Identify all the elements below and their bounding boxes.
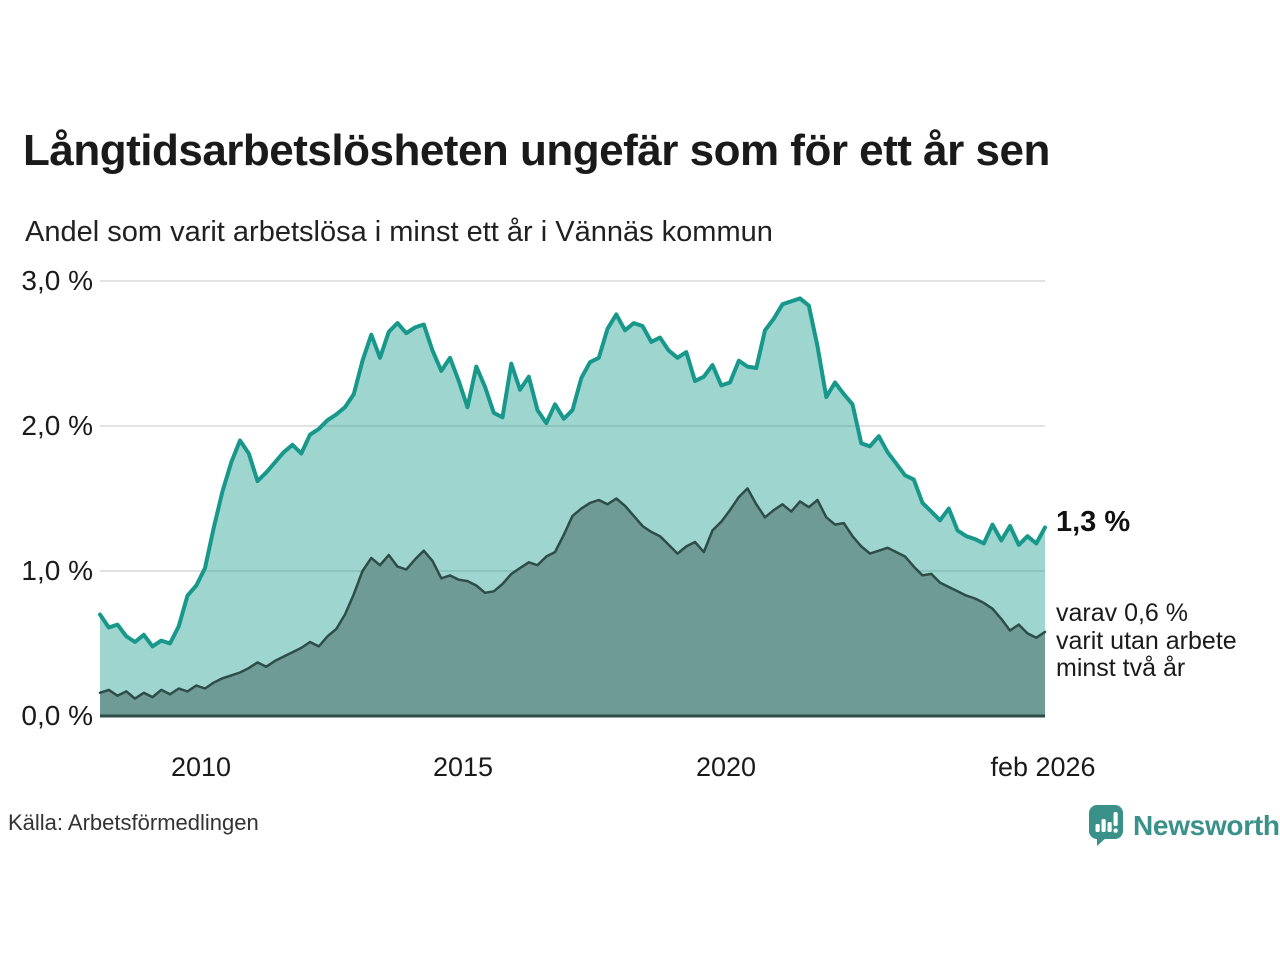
brand-logo: Newsworthy — [1088, 804, 1280, 847]
secondary-annotation-line3: minst två år — [1056, 654, 1186, 682]
secondary-annotation: varav 0,6 % varit utan arbete minst två … — [1056, 599, 1237, 683]
y-tick-2: 2,0 % — [21, 410, 93, 441]
series-line-min-2yr — [98, 487, 1047, 700]
bar-2 — [1101, 819, 1106, 832]
brand-wordmark: Newsworthy — [1133, 809, 1280, 841]
x-tick-2010: 2010 — [170, 752, 232, 782]
end-value-label: 1,3 % — [1056, 506, 1131, 538]
x-tick-2020: 2020 — [695, 752, 757, 782]
x-tick-feb-2026: feb 2026 — [990, 752, 1096, 782]
page-subtitle: Andel som varit arbetslösa i minst ett å… — [25, 216, 773, 248]
bar-3 — [1107, 822, 1112, 832]
y-tick-1: 1,0 % — [21, 555, 93, 586]
exclamation-dot — [1113, 828, 1118, 833]
exclamation-bar — [1113, 812, 1118, 826]
newsworthy-bubble-icon — [1089, 805, 1123, 846]
x-tick-2015: 2015 — [432, 752, 494, 782]
secondary-annotation-line1: varav 0,6 % — [1056, 599, 1189, 627]
series-area-min-2yr — [100, 488, 1045, 716]
page-title: Långtidsarbetslösheten ungefär som för e… — [23, 126, 1050, 175]
bar-1 — [1095, 824, 1100, 832]
source-credit: Källa: Arbetsförmedlingen — [8, 810, 259, 835]
secondary-annotation-line2: varit utan arbete — [1056, 626, 1237, 655]
y-tick-0: 0,0 % — [21, 700, 93, 731]
series-line-min-1yr — [98, 296, 1047, 649]
y-tick-3: 3,0 % — [21, 265, 93, 296]
